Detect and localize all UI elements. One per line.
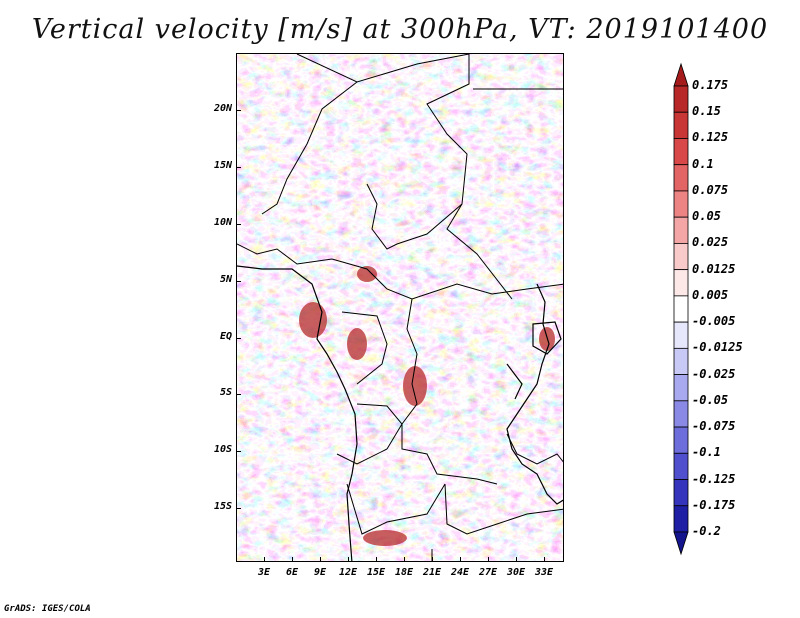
lat-label-20n: 20N	[213, 103, 232, 114]
colorbar-label: 0.0125	[692, 261, 736, 276]
lat-label-10s: 10S	[213, 444, 232, 455]
field-texture	[237, 54, 563, 561]
colorbar-segment	[673, 85, 689, 113]
colorbar-segment	[673, 190, 689, 218]
colorbar-segment	[673, 426, 689, 454]
lon-tick	[488, 557, 489, 562]
lon-tick	[516, 557, 517, 562]
colorbar-segment	[673, 269, 689, 297]
map-panel	[236, 53, 564, 562]
lat-label-15n: 15N	[213, 160, 232, 171]
colorbar-label: -0.005	[692, 314, 736, 329]
lon-label-33e: 33E	[534, 567, 554, 578]
colorbar-label: 0.1	[692, 156, 714, 171]
lon-label-21e: 21E	[422, 567, 442, 578]
lat-tick	[236, 281, 241, 282]
lat-tick	[236, 338, 241, 339]
colorbar-segment	[673, 400, 689, 428]
lon-label-24e: 24E	[450, 567, 470, 578]
lon-tick	[544, 557, 545, 562]
lon-label-18e: 18E	[394, 567, 414, 578]
colorbar-segment	[673, 138, 689, 166]
lat-tick	[236, 110, 241, 111]
lon-label-9e: 9E	[313, 567, 327, 578]
colorbar-label: 0.025	[692, 235, 729, 250]
lon-tick	[376, 557, 377, 562]
colorbar-label: 0.15	[692, 104, 721, 119]
lat-tick	[236, 451, 241, 452]
lon-tick	[264, 557, 265, 562]
colorbar-segment	[673, 531, 689, 556]
lon-label-27e: 27E	[478, 567, 498, 578]
colorbar-segment	[673, 321, 689, 349]
country-borders	[237, 54, 563, 561]
colorbar-label: -0.0125	[692, 340, 743, 355]
colorbar-label: -0.025	[692, 366, 736, 381]
colorbar-label: 0.005	[692, 287, 729, 302]
colorbar-segment	[673, 452, 689, 480]
colorbar-segment	[673, 479, 689, 507]
colorbar-label: -0.1	[692, 445, 721, 460]
lat-label-15s: 15S	[213, 501, 232, 512]
colorbar-label: -0.075	[692, 419, 736, 434]
lat-label-5s: 5S	[219, 387, 232, 398]
colorbar-segment	[673, 374, 689, 402]
map-title: Vertical velocity [m/s] at 300hPa, VT: 2…	[31, 14, 769, 45]
lon-label-3e: 3E	[257, 567, 271, 578]
colorbar-label: -0.125	[692, 471, 736, 486]
colorbar-label: 0.125	[692, 130, 729, 145]
colorbar-segment	[673, 216, 689, 244]
colorbar-segment	[673, 62, 689, 87]
lon-tick	[432, 557, 433, 562]
lon-tick	[320, 557, 321, 562]
colorbar-segment	[673, 505, 689, 533]
colorbar-label: -0.05	[692, 392, 729, 407]
colorbar-label: 0.05	[692, 209, 721, 224]
lon-tick	[460, 557, 461, 562]
grads-credit: GrADS: IGES/COLA	[4, 604, 91, 614]
lon-tick	[292, 557, 293, 562]
colorbar-segment	[673, 295, 689, 323]
strong-ascent-patches	[299, 266, 555, 546]
colorbar-label: 0.075	[692, 182, 729, 197]
lat-label-10n: 10N	[213, 217, 232, 228]
lon-label-12e: 12E	[338, 567, 358, 578]
lat-tick	[236, 224, 241, 225]
lon-label-6e: 6E	[285, 567, 299, 578]
lon-label-15e: 15E	[366, 567, 386, 578]
lat-tick	[236, 394, 241, 395]
lat-label-eq: EQ	[219, 331, 232, 342]
lat-tick	[236, 508, 241, 509]
coastline	[237, 265, 563, 561]
colorbar-segment	[673, 243, 689, 271]
colorbar-segment	[673, 347, 689, 375]
vertical-velocity-field	[237, 54, 563, 561]
lat-tick	[236, 167, 241, 168]
lon-tick	[404, 557, 405, 562]
colorbar-label: -0.175	[692, 497, 736, 512]
lon-label-30e: 30E	[506, 567, 526, 578]
colorbar-label: 0.175	[692, 78, 729, 92]
colorbar-segment	[673, 111, 689, 139]
lat-label-5n: 5N	[219, 274, 232, 285]
colorbar-label: -0.2	[692, 524, 721, 538]
colorbar-segment	[673, 164, 689, 192]
lon-tick	[348, 557, 349, 562]
